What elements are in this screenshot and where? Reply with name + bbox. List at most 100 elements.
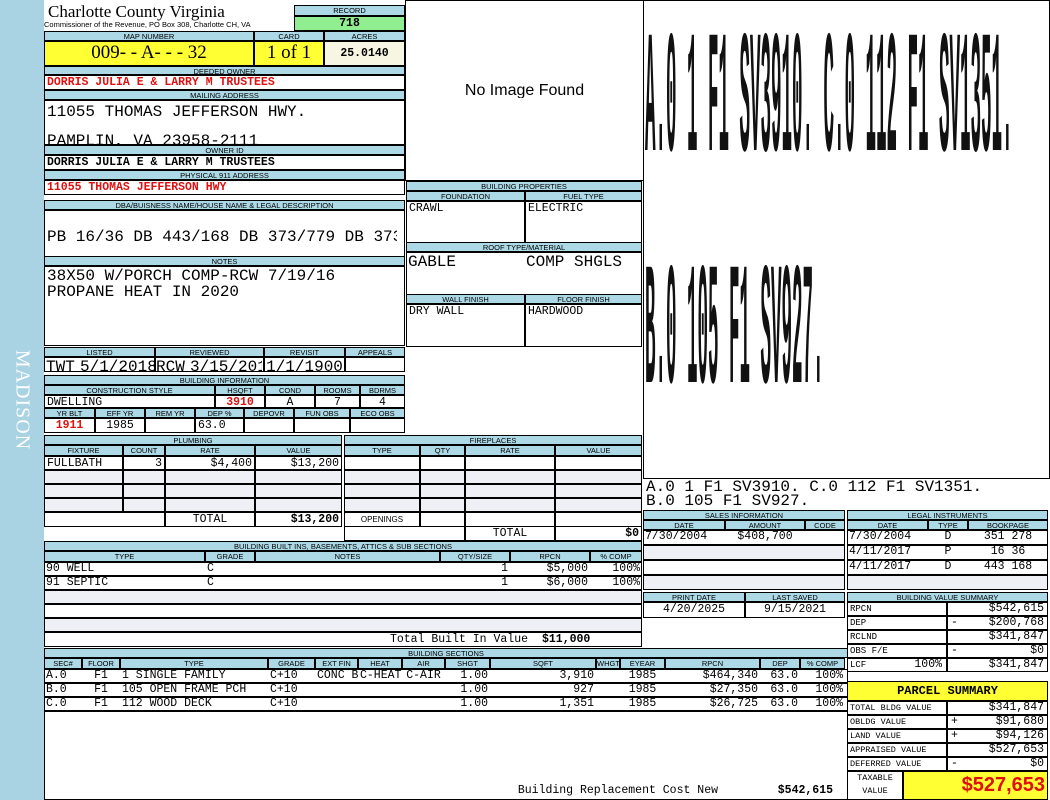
legal-description: PB 16/36 DB 443/168 DB 373/779 DB 373/78… [47, 228, 397, 241]
fireplace-cell [420, 470, 465, 484]
roof-material: COMP SHGLS [526, 253, 623, 266]
acres-label: ACRES [324, 31, 405, 41]
openings-cell [465, 512, 555, 527]
value-summary-value: $341,847 [988, 658, 1044, 671]
fireplace-total-blank [344, 526, 465, 541]
mailing-line-2: PAMPLIN, VA 23958-2111 [47, 132, 259, 145]
section-column-header: SEC# [44, 658, 82, 669]
parcel-summary-value-cell [947, 729, 1048, 743]
fireplace-cell [420, 484, 465, 498]
card-number: 1 of 1 [254, 41, 324, 66]
section-column-header: GRADE [268, 658, 315, 669]
built-in-cell: 90 WELL [46, 562, 95, 575]
value-summary-value-cell [947, 616, 1048, 630]
sales-cell: 7/30/2004 [645, 530, 708, 543]
plumbing-cell [123, 484, 165, 498]
openings-cell [420, 512, 465, 527]
appeals-value [345, 358, 405, 371]
foundation-value: CRAWL [406, 201, 525, 243]
building-section-cell: 1.00 [460, 697, 488, 710]
building-value-summary-header: BUILDING VALUE SUMMARY [847, 592, 1048, 602]
section-column-header: % COMP [800, 658, 845, 669]
building-info-value [244, 418, 294, 433]
plumbing-cell [165, 470, 255, 484]
roof-label: ROOF TYPE/MATERIAL [406, 242, 642, 252]
sales-row [643, 530, 845, 545]
building-section-cell: 1.00 [460, 669, 488, 682]
legal-instruments-header: LEGAL INSTRUMENTS [847, 510, 1048, 520]
building-section-cell: C-HEAT [360, 669, 402, 682]
built-in-cell [44, 604, 205, 618]
instrument-cell: P [944, 545, 952, 558]
building-info-value: A [265, 395, 315, 408]
date-cell [155, 357, 264, 372]
fireplace-column-header: VALUE [555, 445, 642, 456]
fuel-type-label: FUEL TYPE [525, 191, 642, 201]
building-info-subheader: REM YR [145, 408, 195, 418]
building-info-value: 7 [315, 395, 360, 408]
building-section-cell: A.0 [46, 669, 67, 682]
parcel-summary-value: $91,680 [995, 715, 1044, 728]
building-info-subheader: ROOMS [315, 385, 360, 395]
sales-cell [643, 575, 725, 590]
mailing-address-box [44, 100, 405, 145]
value-summary-sign: - [951, 616, 958, 629]
value-summary-label: LCF [847, 658, 947, 672]
parcel-summary-value: $0 [1030, 757, 1044, 770]
built-in-cell [44, 590, 205, 604]
building-section-cell: 3,910 [559, 669, 594, 682]
built-in-cell: $5,000 [546, 562, 588, 575]
building-info-subheader: COND [265, 385, 315, 395]
building-info-subheader: YR BLT [44, 408, 95, 418]
plumbing-total: $13,200 [255, 512, 342, 527]
building-section-cell: $464,340 [702, 669, 758, 682]
building-info-subheader: ECO OBS [350, 408, 405, 418]
value-summary-value-cell [947, 630, 1048, 644]
parcel-summary-header: PARCEL SUMMARY [847, 681, 1048, 701]
building-info-value: 3910 [215, 395, 265, 408]
plumbing-cell [165, 498, 255, 512]
value-summary-label: RPCN [847, 602, 947, 616]
building-sections-header: BUILDING SECTIONS [44, 648, 848, 658]
parcel-summary-label: OBLDG VALUE [847, 715, 947, 729]
value-summary-value: $200,768 [988, 616, 1044, 629]
fireplace-column-header: TYPE [344, 445, 420, 456]
parcel-summary-value-cell [947, 757, 1048, 771]
building-section-cell: C+10 [270, 669, 298, 682]
parcel-summary-value: $94,126 [995, 729, 1044, 742]
building-info-value: 63.0 [195, 418, 244, 433]
building-info-value [145, 418, 195, 433]
sales-row [643, 575, 845, 590]
plumbing-cell [255, 470, 342, 484]
built-in-row [44, 562, 642, 576]
parcel-summary-value-cell [947, 743, 1048, 757]
physical-address: 11055 THOMAS JEFFERSON HWY [44, 180, 405, 195]
plumbing-column-header: FIXTURE [44, 445, 123, 456]
section-column-header: FLOOR [82, 658, 120, 669]
value-summary-value-cell [947, 602, 1048, 616]
replacement-cost-label: Building Replacement Cost New [517, 784, 718, 797]
built-in-cell [510, 604, 590, 618]
fireplace-column-header: QTY [420, 445, 465, 456]
sketch-caption-1: A.0 1 F1 SV3910. C.0 112 F1 SV1351. [646, 478, 983, 492]
built-in-cell [255, 562, 440, 576]
instrument-cell: 4/11/2017 [849, 560, 912, 573]
physical-address-label: PHYSICAL 911 ADDRESS [44, 170, 405, 180]
parcel-summary-label: DEFERRED VALUE [847, 757, 947, 771]
notes-label: NOTES [44, 256, 405, 266]
sales-row [643, 560, 845, 575]
wall-finish-value: DRY WALL [406, 304, 525, 347]
map-number-label: MAP NUMBER [44, 31, 254, 41]
taxable-value: $527,653 [903, 771, 1048, 800]
parcel-summary-sign: + [951, 715, 958, 728]
built-in-cell [44, 618, 205, 632]
acres-value: 25.0140 [324, 41, 405, 66]
building-section-cell [596, 697, 620, 711]
office-subtitle: Commissioner of the Revenue, PO Box 308,… [44, 20, 251, 29]
building-section-cell [358, 697, 402, 711]
building-section-cell: F1 [94, 683, 108, 696]
parcel-summary-sign: - [951, 757, 958, 770]
dates-header: REVISIT [264, 347, 345, 357]
plumbing-cell: 3 [123, 456, 165, 470]
dates-header: LISTED [44, 347, 155, 357]
